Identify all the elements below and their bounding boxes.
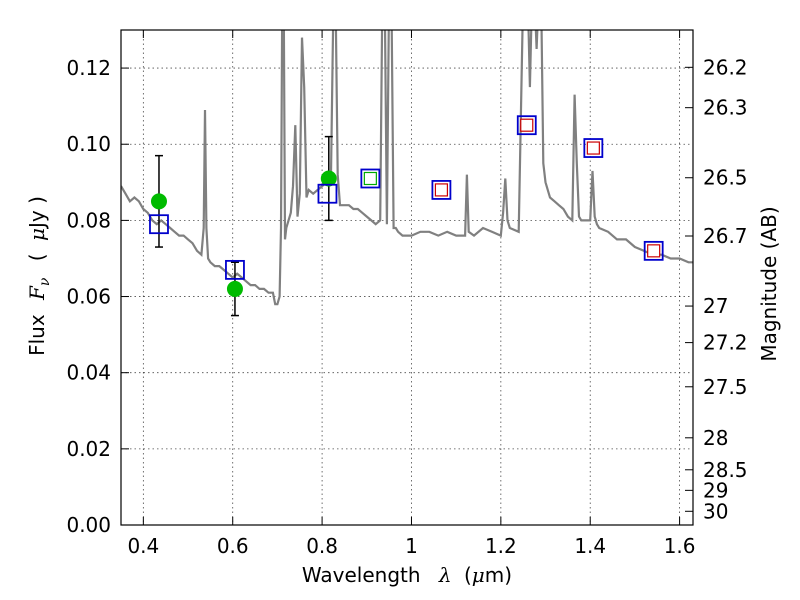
magnitude-tick-label: 27.5 [703,375,748,399]
y-tick-label: 0.00 [66,513,111,537]
x-tick-label: 1.6 [664,534,696,558]
magnitude-tick-label: 26.2 [703,55,748,79]
x-axis-title-unit-rest: m) [485,563,512,587]
x-axis-title-unit-mu: μ [472,563,485,587]
magnitude-tick-label: 30 [703,499,728,523]
y-tick-label: 0.06 [66,285,111,309]
magnitude-tick-label: 27.2 [703,331,748,355]
model-photometry-box [149,214,169,235]
plot-frame [120,29,694,526]
y-tick-labels: 0.00 0.02 0.04 0.06 0.08 0.10 0.12 [66,56,111,537]
x-tick-label: 1.2 [485,534,517,558]
axis-ticks [121,30,693,526]
model-photometry-box [516,115,537,136]
observed-point [150,193,167,210]
y-tick-label: 0.08 [66,208,111,232]
model-photometry-box [431,180,452,200]
observed-point [226,280,243,297]
model-photometry-boxes [149,115,664,280]
x-axis-title-prefix: Wavelength [302,563,421,587]
y-axis-title-prefix: Flux [25,314,49,356]
model-photometry-box [360,168,381,189]
model-photometry-inner-box [586,141,600,155]
magnitude-tick-label: 26.3 [703,96,748,120]
model-photometry-box [643,240,664,261]
y-tick-label: 0.12 [66,56,111,80]
model-spectrum-line [121,30,693,306]
model-photometry-inner-box [647,244,661,258]
x-axis-title: Wavelength λ (μm) [302,563,512,587]
magnitude-axis-title: Magnitude (AB) [757,206,781,361]
x-tick-labels: 0.4 0.6 0.8 1 1.2 1.4 1.6 [127,534,695,558]
model-photometry-inner-box [520,118,534,132]
x-axis-title-unit-open: ( [464,563,472,587]
y-axis-title: Flux Fν ( μJy ) [25,196,54,356]
magnitude-tick-label: 28 [703,426,728,450]
y-tick-label: 0.02 [66,437,111,461]
y-axis-title-subscript: ν [37,277,53,286]
y-axis-title-symbol: F [25,285,49,301]
x-tick-label: 0.6 [217,534,249,558]
y-axis-title-unit-open: ( [25,253,49,261]
y-axis-title-unit-rest: Jy ) [25,196,49,230]
x-axis-title-symbol: λ [438,563,452,587]
x-tick-label: 0.8 [306,534,338,558]
model-photometry-inner-box [434,183,449,197]
model-photometry-box [225,259,245,280]
x-tick-label: 0.4 [127,534,159,558]
magnitude-tick-label: 27 [703,294,728,318]
observed-points [150,170,337,297]
magnitude-tick-label: 26.5 [703,166,748,190]
grid-lines [121,30,693,525]
x-tick-label: 1.4 [574,534,606,558]
y-axis-title-unit-mu: μ [25,228,49,241]
model-photometry-inner-box [363,171,377,186]
magnitude-tick-label: 26.7 [703,224,748,248]
y-tick-label: 0.04 [66,361,111,385]
y-tick-label: 0.10 [66,132,111,156]
plot-area [121,30,693,317]
magnitude-tick-label: 29 [703,478,728,502]
observed-point [320,170,337,187]
x-tick-label: 1 [405,534,418,558]
magnitude-tick-label: 28.5 [703,458,748,482]
model-photometry-box [583,138,604,158]
model-photometry-box [317,183,338,204]
